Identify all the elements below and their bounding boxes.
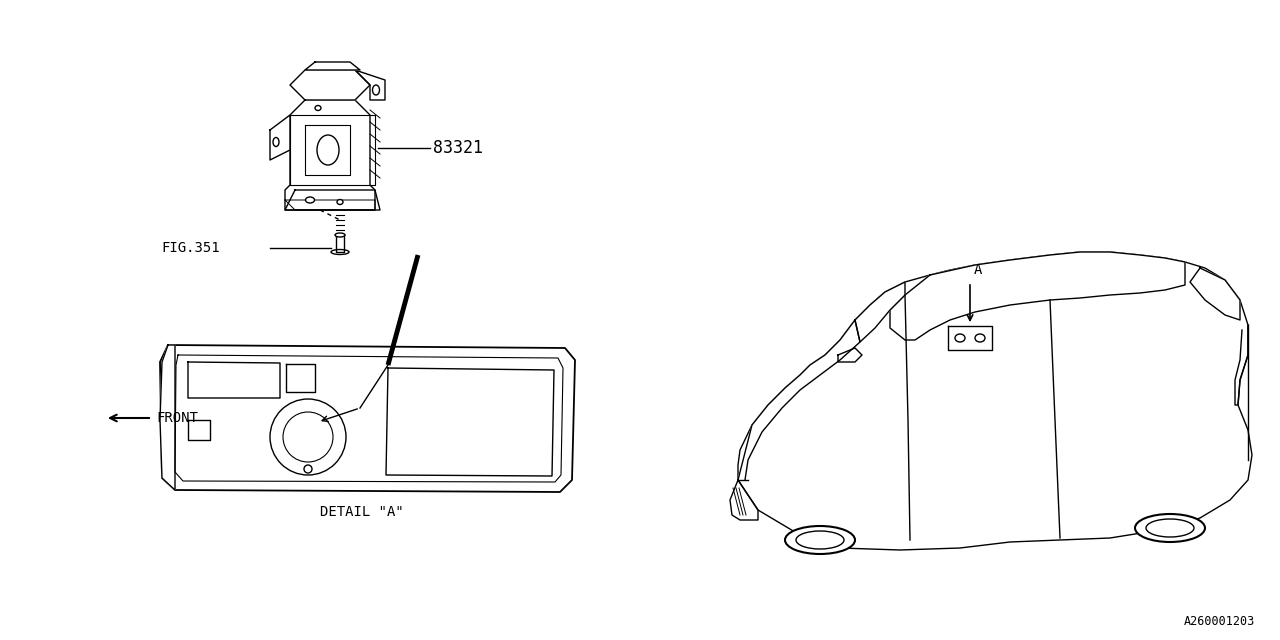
- Polygon shape: [1190, 268, 1240, 320]
- Polygon shape: [160, 345, 175, 490]
- Polygon shape: [337, 235, 344, 252]
- Text: A: A: [974, 263, 982, 277]
- Ellipse shape: [315, 106, 321, 111]
- Circle shape: [270, 399, 346, 475]
- Polygon shape: [305, 62, 360, 70]
- Text: FIG.351: FIG.351: [161, 241, 220, 255]
- Polygon shape: [160, 345, 575, 492]
- Polygon shape: [305, 125, 349, 175]
- Ellipse shape: [1135, 514, 1204, 542]
- Ellipse shape: [785, 526, 855, 554]
- Polygon shape: [739, 320, 860, 480]
- Circle shape: [305, 465, 312, 473]
- Ellipse shape: [317, 135, 339, 165]
- Polygon shape: [285, 190, 380, 210]
- Polygon shape: [285, 100, 375, 210]
- Text: A260001203: A260001203: [1184, 615, 1254, 628]
- Ellipse shape: [337, 200, 343, 205]
- Polygon shape: [948, 326, 992, 350]
- Ellipse shape: [372, 85, 379, 95]
- Polygon shape: [188, 420, 210, 440]
- Polygon shape: [855, 282, 905, 342]
- Ellipse shape: [335, 233, 346, 237]
- Ellipse shape: [975, 334, 986, 342]
- Text: 83321: 83321: [433, 139, 483, 157]
- Polygon shape: [285, 364, 315, 392]
- Ellipse shape: [955, 334, 965, 342]
- Ellipse shape: [306, 197, 315, 203]
- Polygon shape: [270, 115, 291, 160]
- Polygon shape: [188, 362, 280, 398]
- Polygon shape: [739, 252, 1252, 550]
- Ellipse shape: [1146, 519, 1194, 537]
- Polygon shape: [291, 70, 370, 100]
- Text: DETAIL "A": DETAIL "A": [320, 505, 404, 519]
- Polygon shape: [890, 252, 1185, 340]
- Ellipse shape: [332, 250, 349, 255]
- Text: FRONT: FRONT: [156, 411, 198, 425]
- Circle shape: [283, 412, 333, 462]
- Ellipse shape: [796, 531, 844, 549]
- Ellipse shape: [273, 138, 279, 147]
- Polygon shape: [355, 70, 385, 100]
- Polygon shape: [387, 368, 554, 476]
